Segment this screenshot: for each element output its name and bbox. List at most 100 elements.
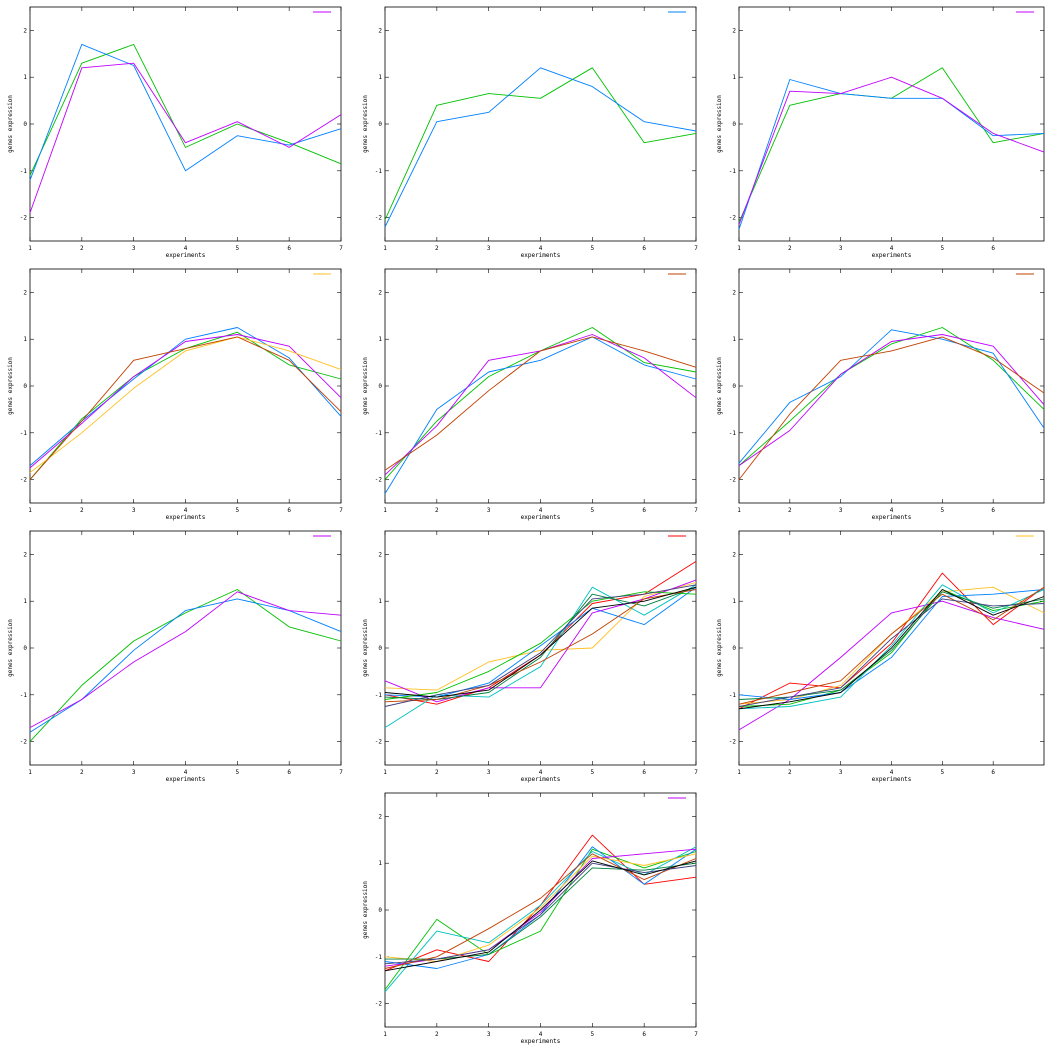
y-tick-label: 2 — [378, 289, 382, 296]
x-axis-label: experiments — [872, 252, 912, 259]
series-line-3 — [29, 62, 342, 214]
x-tick-label: 3 — [839, 769, 843, 776]
x-tick-label: 2 — [80, 769, 84, 776]
y-tick-label: 2 — [732, 289, 736, 296]
x-tick-label: 7 — [694, 245, 698, 252]
y-axis-label: genes expression — [362, 881, 369, 939]
series-line-1 — [29, 331, 342, 480]
x-tick-label: 6 — [991, 245, 995, 252]
x-tick-label: 3 — [487, 1031, 491, 1038]
series-line-5 — [738, 589, 1045, 700]
series-line-2 — [738, 329, 1045, 464]
series-line-8 — [384, 853, 697, 969]
y-axis-label: genes expression — [716, 357, 723, 415]
y-tick-label: -2 — [20, 739, 28, 746]
y-tick-label: 2 — [378, 27, 382, 34]
x-tick-label: 4 — [890, 507, 894, 514]
x-tick-label: 6 — [642, 507, 646, 514]
series-line-2 — [29, 43, 342, 181]
x-tick-label: 6 — [287, 507, 291, 514]
y-tick-label: 0 — [378, 383, 382, 390]
series-line-3 — [384, 846, 697, 993]
y-tick-label: -1 — [375, 430, 383, 437]
chart-panel-10: -2 -1 0 1 2 1 2 3 4 5 6 7 experiments genes expressio… — [362, 792, 698, 1045]
series-line-9 — [384, 862, 697, 965]
series-line-3 — [738, 76, 1045, 225]
y-tick-label: -1 — [20, 168, 28, 175]
y-tick-label: -1 — [375, 168, 383, 175]
x-tick-label: 1 — [737, 769, 741, 776]
x-axis-label: experiments — [166, 252, 206, 259]
series-line-4 — [738, 336, 1045, 480]
chart-panel-4: -2 -1 0 1 2 1 2 3 4 5 6 7 experiments genes expressio… — [7, 268, 343, 521]
x-tick-label: 6 — [287, 245, 291, 252]
x-tick-label: 7 — [339, 769, 343, 776]
x-tick-label: 5 — [941, 769, 945, 776]
x-tick-label: 1 — [737, 507, 741, 514]
series-line-2 — [384, 848, 697, 990]
x-tick-label: 6 — [991, 769, 995, 776]
y-tick-label: 2 — [378, 813, 382, 820]
x-tick-label: 5 — [236, 245, 240, 252]
x-tick-label: 6 — [287, 769, 291, 776]
series-line-2 — [384, 336, 697, 494]
series-line-1 — [29, 43, 342, 176]
series-line-3 — [29, 591, 342, 728]
series-line-1 — [384, 561, 697, 705]
y-tick-label: 2 — [23, 551, 27, 558]
x-tick-label: 5 — [941, 245, 945, 252]
x-tick-label: 7 — [694, 769, 698, 776]
x-tick-label: 5 — [941, 507, 945, 514]
x-tick-label: 5 — [591, 507, 595, 514]
y-tick-label: -2 — [20, 477, 28, 484]
y-tick-label: -1 — [20, 430, 28, 437]
series-line-3 — [384, 334, 697, 476]
series-line-5 — [29, 336, 342, 480]
series-line-6 — [738, 584, 1045, 710]
chart-panel-7: -2 -1 0 1 2 1 2 3 4 5 6 7 experiments genes expressio… — [7, 530, 343, 783]
series-line-4 — [738, 589, 1045, 707]
y-tick-label: -2 — [375, 739, 383, 746]
y-tick-label: 2 — [23, 289, 27, 296]
y-tick-label: -2 — [375, 215, 383, 222]
series-line-2 — [384, 67, 697, 228]
y-axis-label: genes expression — [7, 357, 14, 415]
y-tick-label: 1 — [378, 336, 382, 343]
x-tick-label: 6 — [642, 245, 646, 252]
y-tick-label: -1 — [729, 430, 737, 437]
x-tick-label: 6 — [991, 507, 995, 514]
plot-frame — [738, 6, 1045, 242]
y-tick-label: -1 — [20, 692, 28, 699]
y-tick-label: 2 — [378, 551, 382, 558]
x-tick-label: 7 — [339, 507, 343, 514]
x-axis-label: experiments — [166, 776, 206, 783]
y-tick-label: -2 — [729, 739, 737, 746]
x-tick-label: 2 — [788, 245, 792, 252]
series-line-8 — [738, 586, 1045, 705]
x-tick-label: 2 — [435, 769, 439, 776]
y-tick-label: -2 — [729, 215, 737, 222]
y-tick-label: 0 — [378, 645, 382, 652]
y-tick-label: 1 — [378, 860, 382, 867]
series-line-9 — [384, 584, 697, 707]
series-line-2 — [384, 582, 697, 691]
x-tick-label: 3 — [132, 507, 136, 514]
x-tick-label: 3 — [132, 769, 136, 776]
y-tick-label: 0 — [378, 907, 382, 914]
chart-panel-2: -2 -1 0 1 2 1 2 3 4 5 6 7 experiments genes expressio… — [362, 6, 698, 259]
y-tick-label: 2 — [732, 551, 736, 558]
y-tick-label: 2 — [732, 27, 736, 34]
chart-panel-1: -2 -1 0 1 2 1 2 3 4 5 6 7 experiments genes expressio… — [7, 6, 343, 259]
chart-panel-8: -2 -1 0 1 2 1 2 3 4 5 6 7 experiments genes expressio… — [362, 530, 698, 783]
y-tick-label: 1 — [378, 598, 382, 605]
x-tick-label: 5 — [591, 769, 595, 776]
chart-panel-9: -2 -1 0 1 2 1 2 3 4 5 6 experiments genes expression — [716, 530, 1045, 783]
plot-frame — [738, 268, 1045, 504]
y-tick-label: 1 — [732, 598, 736, 605]
x-axis-label: experiments — [521, 514, 561, 521]
x-tick-label: 1 — [28, 769, 32, 776]
y-tick-label: 0 — [23, 383, 27, 390]
x-tick-label: 7 — [339, 245, 343, 252]
x-tick-label: 7 — [694, 1031, 698, 1038]
